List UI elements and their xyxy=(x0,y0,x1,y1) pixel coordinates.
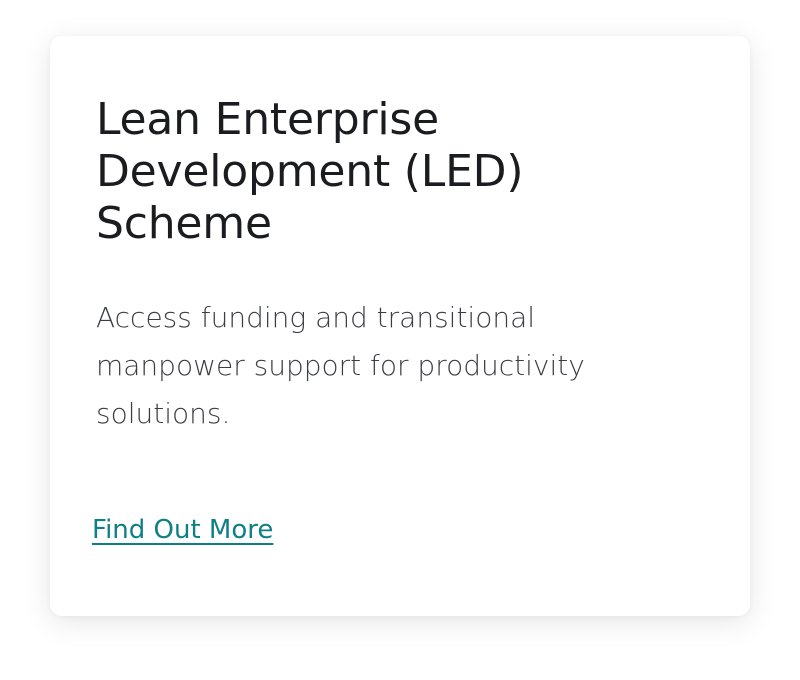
scheme-card: Lean Enterprise Development (LED) Scheme… xyxy=(50,36,750,616)
card-description: Access funding and transitional manpower… xyxy=(96,301,585,430)
find-out-more-link[interactable]: Find Out More xyxy=(92,515,274,545)
card-title: Lean Enterprise Development (LED) Scheme xyxy=(96,94,524,249)
